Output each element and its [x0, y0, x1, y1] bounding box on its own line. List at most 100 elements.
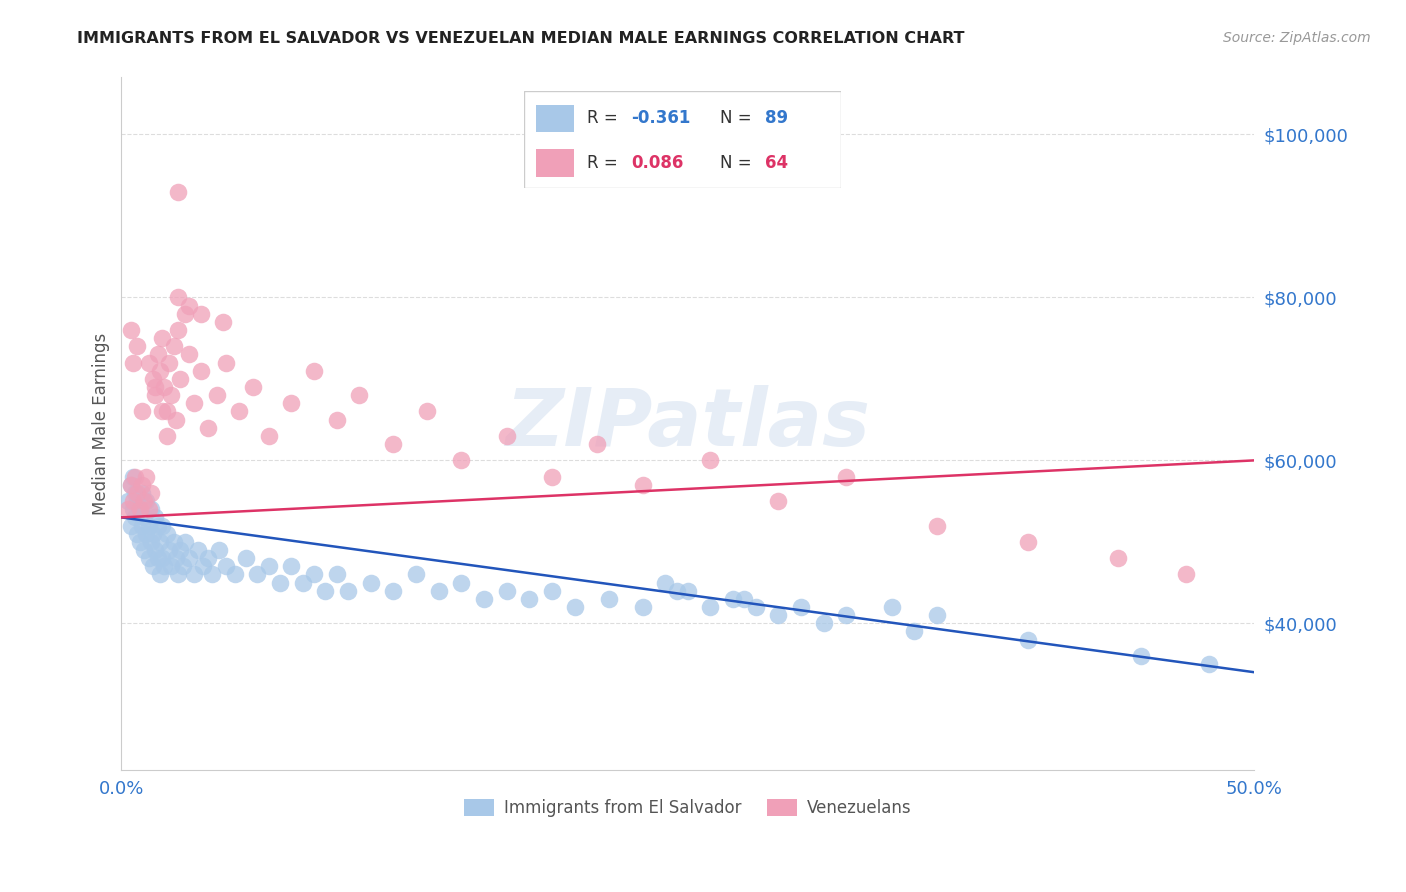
Point — [835, 469, 858, 483]
Point — [157, 543, 180, 558]
Point — [127, 486, 149, 500]
Point — [121, 469, 143, 483]
Point — [165, 412, 187, 426]
Point — [150, 331, 173, 345]
Point — [138, 502, 160, 516]
Point — [280, 396, 302, 410]
Point — [145, 510, 167, 524]
Point — [156, 526, 179, 541]
Point — [183, 567, 205, 582]
Point — [179, 551, 201, 566]
Point — [205, 388, 228, 402]
Point — [179, 299, 201, 313]
Point — [242, 380, 264, 394]
Point — [128, 534, 150, 549]
Point — [173, 534, 195, 549]
Point — [382, 583, 405, 598]
Point — [117, 494, 139, 508]
Point — [131, 478, 153, 492]
Point — [925, 608, 948, 623]
Point — [699, 453, 721, 467]
Point — [179, 347, 201, 361]
Point — [1198, 657, 1220, 671]
Point — [145, 388, 167, 402]
Point — [541, 583, 564, 598]
Point — [121, 356, 143, 370]
Point — [131, 518, 153, 533]
Point — [325, 412, 347, 426]
Point — [541, 469, 564, 483]
Point — [768, 494, 790, 508]
Point — [201, 567, 224, 582]
Point — [150, 404, 173, 418]
Point — [120, 518, 142, 533]
Point — [121, 502, 143, 516]
Point — [676, 583, 699, 598]
Point — [586, 437, 609, 451]
Point — [224, 567, 246, 582]
Point — [903, 624, 925, 639]
Point — [160, 388, 183, 402]
Point — [257, 559, 280, 574]
Point — [214, 559, 236, 574]
Point — [187, 543, 209, 558]
Point — [631, 600, 654, 615]
Point — [1175, 567, 1198, 582]
Point — [167, 323, 190, 337]
Point — [302, 567, 325, 582]
Point — [139, 502, 162, 516]
Point — [269, 575, 291, 590]
Point — [360, 575, 382, 590]
Point — [495, 583, 517, 598]
Point — [149, 364, 172, 378]
Point — [142, 372, 165, 386]
Point — [157, 356, 180, 370]
Point — [925, 518, 948, 533]
Text: Source: ZipAtlas.com: Source: ZipAtlas.com — [1223, 31, 1371, 45]
Point — [745, 600, 768, 615]
Point — [665, 583, 688, 598]
Point — [132, 543, 155, 558]
Point — [135, 469, 157, 483]
Point — [167, 567, 190, 582]
Point — [156, 404, 179, 418]
Point — [165, 551, 187, 566]
Point — [1129, 648, 1152, 663]
Point — [349, 388, 371, 402]
Point — [124, 510, 146, 524]
Point — [128, 502, 150, 516]
Point — [733, 591, 755, 606]
Point — [1107, 551, 1129, 566]
Point — [139, 486, 162, 500]
Point — [120, 323, 142, 337]
Point — [337, 583, 360, 598]
Point — [191, 559, 214, 574]
Point — [813, 616, 835, 631]
Point — [150, 518, 173, 533]
Point — [149, 534, 172, 549]
Point — [120, 478, 142, 492]
Point — [183, 396, 205, 410]
Point — [138, 518, 160, 533]
Point — [517, 591, 540, 606]
Point — [654, 575, 676, 590]
Point — [768, 608, 790, 623]
Y-axis label: Median Male Earnings: Median Male Earnings — [93, 333, 110, 515]
Point — [142, 526, 165, 541]
Point — [1017, 534, 1039, 549]
Point — [228, 404, 250, 418]
Point — [721, 591, 744, 606]
Point — [131, 486, 153, 500]
Point — [132, 494, 155, 508]
Point — [169, 543, 191, 558]
Point — [197, 551, 219, 566]
Point — [145, 380, 167, 394]
Point — [427, 583, 450, 598]
Point — [495, 429, 517, 443]
Point — [280, 559, 302, 574]
Point — [880, 600, 903, 615]
Point — [405, 567, 427, 582]
Point — [127, 526, 149, 541]
Legend: Immigrants from El Salvador, Venezuelans: Immigrants from El Salvador, Venezuelans — [457, 792, 918, 824]
Point — [450, 575, 472, 590]
